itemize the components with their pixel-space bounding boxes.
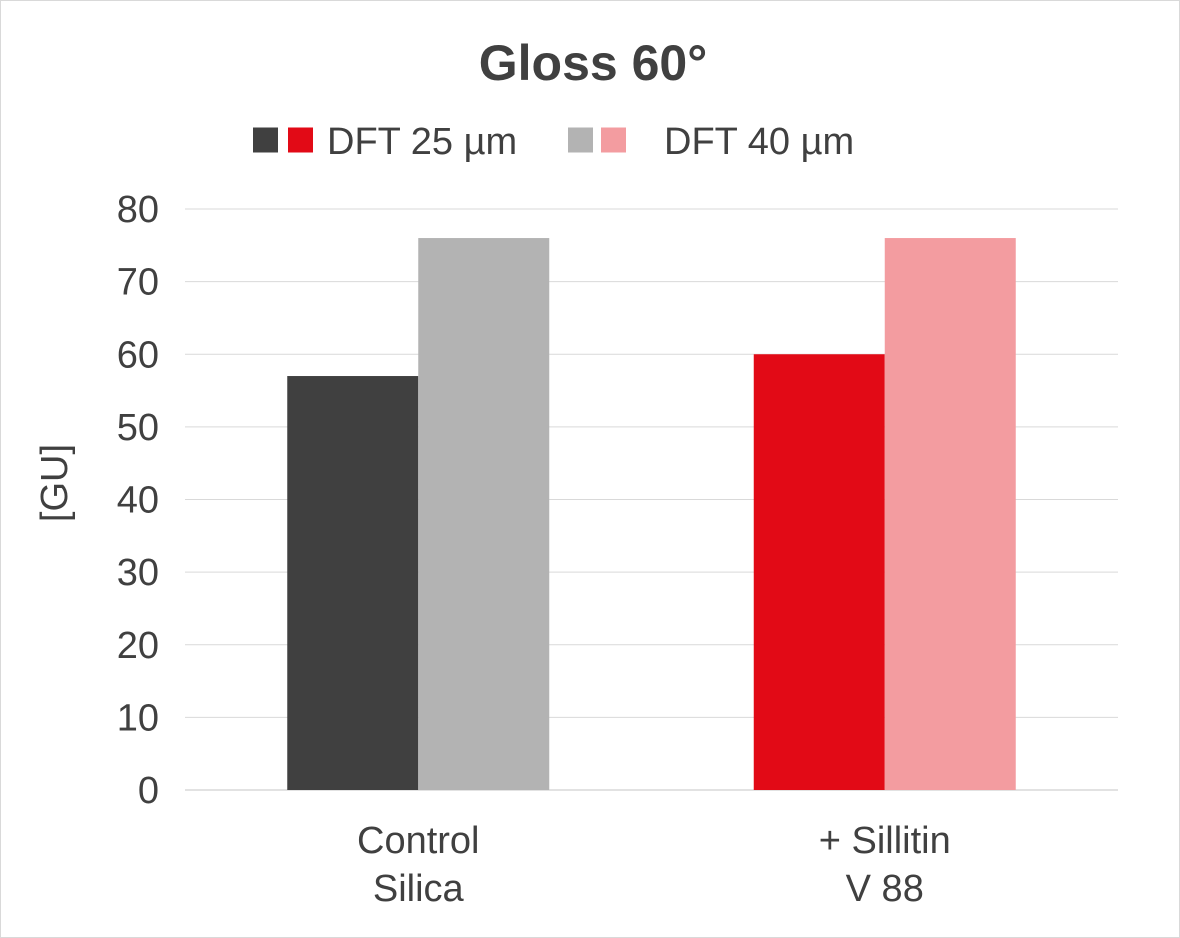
y-tick-label-50: 50: [117, 407, 159, 449]
legend-label-1: DFT 25 µm: [327, 121, 517, 163]
y-tick-label-80: 80: [117, 189, 159, 231]
y-axis-tick-labels: 0 10 20 30 40 50 60 70 80: [117, 189, 159, 812]
bar-2-series-1: [753, 354, 885, 790]
x-category-label-2-line-2: V 88: [846, 868, 924, 910]
chart-title: Gloss 60°: [479, 35, 707, 91]
x-category-label-1-line-2: Silica: [373, 868, 465, 910]
legend-label-2: DFT 40 µm: [664, 121, 854, 163]
y-tick-label-10: 10: [117, 697, 159, 739]
x-category-label-2-line-1: + Sillitin: [819, 820, 951, 862]
x-category-label-1-line-1: Control: [357, 820, 480, 862]
bars: [287, 238, 1016, 791]
x-axis-category-labels: Control Silica + Sillitin V 88: [357, 820, 951, 910]
y-tick-label-20: 20: [117, 625, 159, 667]
legend-swatch-1-1: [253, 127, 278, 153]
legend-swatch-2-2: [601, 127, 626, 153]
legend: DFT 25 µm DFT 40 µm: [253, 121, 854, 163]
legend-swatch-2-1: [568, 127, 593, 153]
legend-swatch-1-2: [288, 127, 313, 153]
bar-1-series-1: [287, 376, 419, 790]
bar-1-series-2: [418, 238, 550, 791]
y-axis-title: [GU]: [34, 444, 76, 522]
bar-2-series-2: [884, 238, 1016, 791]
y-tick-label-40: 40: [117, 480, 159, 522]
y-tick-label-30: 30: [117, 552, 159, 594]
y-tick-label-60: 60: [117, 334, 159, 376]
y-tick-label-0: 0: [138, 770, 159, 812]
y-tick-label-70: 70: [117, 262, 159, 304]
